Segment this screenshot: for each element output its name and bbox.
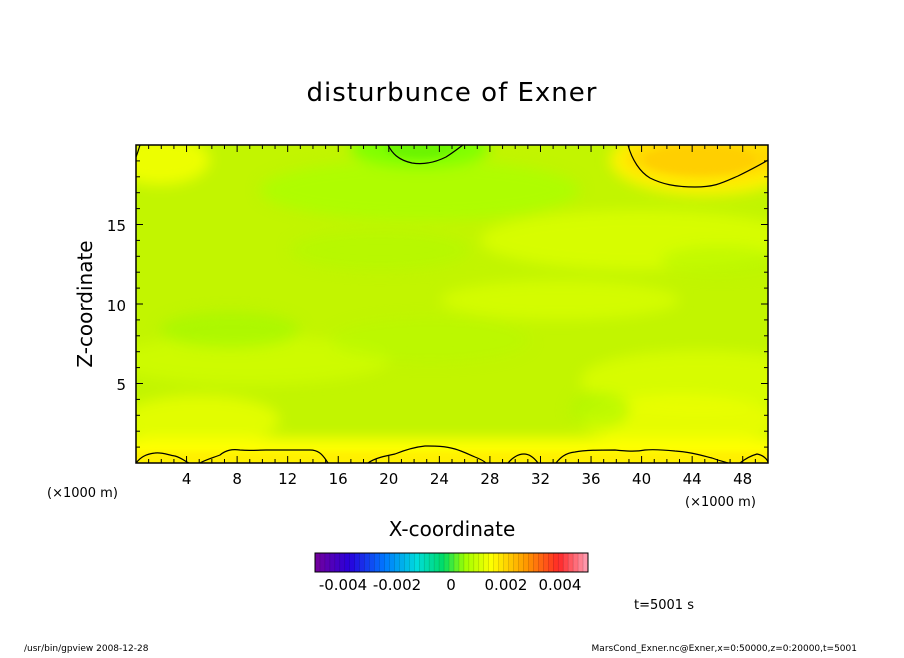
colorbar-swatch <box>558 553 564 572</box>
y-tick-label: 15 <box>107 217 126 235</box>
x-tick-label: 4 <box>182 470 192 488</box>
colorbar-swatch <box>483 553 490 572</box>
contour-top-right <box>627 145 768 188</box>
x-tick-label: 24 <box>430 470 449 488</box>
colorbar-swatch <box>488 553 494 572</box>
x-tick-label: 12 <box>278 470 297 488</box>
x-tick-label: 44 <box>683 470 702 488</box>
colorbar-swatch <box>513 553 519 572</box>
colorbar-swatch <box>409 553 415 572</box>
x-tick-label: 40 <box>632 470 651 488</box>
colorbar-swatch <box>508 553 514 572</box>
colorbar-swatch <box>359 553 365 572</box>
colorbar-swatch <box>389 553 395 572</box>
colorbar-swatch <box>449 553 455 572</box>
colorbar-swatch <box>444 553 450 572</box>
x-unit-label: (×1000 m) <box>685 495 756 510</box>
footer-right: MarsCond_Exner.nc@Exner,x=0:50000,z=0:20… <box>592 644 857 654</box>
x-axis-label: X-coordinate <box>389 517 516 541</box>
footer-left: /usr/bin/gpview 2008-12-28 <box>24 644 149 654</box>
colorbar-swatch <box>439 553 445 572</box>
contour-bottom <box>136 445 768 463</box>
colorbar-swatch <box>473 553 480 572</box>
colorbar-swatch <box>468 553 475 572</box>
x-tick-label: 20 <box>379 470 398 488</box>
colorbar-tick-label: -0.002 <box>373 576 421 594</box>
y-axis-label: Z-coordinate <box>73 240 97 367</box>
colorbar-swatch <box>538 553 544 572</box>
colorbar-swatch <box>553 553 559 572</box>
colorbar-swatch <box>429 553 435 572</box>
colorbar-swatch <box>339 553 346 572</box>
colorbar-swatch <box>503 553 509 572</box>
x-tick-label: 36 <box>581 470 600 488</box>
colorbar-swatch <box>543 553 549 572</box>
colorbar-swatch <box>315 553 321 572</box>
colorbar-swatch <box>404 553 410 572</box>
colorbar-swatch <box>379 553 385 572</box>
colorbar-swatch <box>568 553 574 572</box>
time-label: t=5001 s <box>634 598 694 613</box>
y-tick-labels: 5 10 15 <box>107 217 126 394</box>
x-tick-label: 28 <box>480 470 499 488</box>
x-tick-labels: 4 8 12 16 20 24 28 32 36 40 44 48 <box>182 470 752 488</box>
colorbar-tick-label: 0.004 <box>539 576 582 594</box>
colorbar-swatch <box>414 553 420 572</box>
colorbar-swatch <box>324 553 331 572</box>
colorbar-swatch <box>493 553 499 572</box>
colorbar-swatch <box>349 553 356 572</box>
x-tick-label: 16 <box>329 470 348 488</box>
y-axis <box>136 160 768 448</box>
colorbar-frame <box>314 552 589 573</box>
y-unit-label: (×1000 m) <box>47 486 118 501</box>
x-axis <box>148 145 756 463</box>
colorbar-swatch <box>394 553 400 572</box>
colorbar: -0.004 -0.002 0 0.002 0.004 <box>314 552 589 594</box>
colorbar-swatch <box>329 553 336 572</box>
y-tick-label: 10 <box>107 297 126 315</box>
colorbar-swatch <box>364 553 370 572</box>
colorbar-swatch <box>369 553 375 572</box>
chart-title: disturbunce of Exner <box>307 78 598 108</box>
colorbar-swatch <box>548 553 554 572</box>
y-tick-label: 5 <box>116 376 126 394</box>
colorbar-swatch <box>528 553 534 572</box>
colorbar-swatch <box>334 553 341 572</box>
colorbar-swatch <box>354 553 360 572</box>
colorbar-swatch <box>533 553 539 572</box>
contour-top-center <box>387 145 464 165</box>
colorbar-swatch <box>434 553 440 572</box>
colorbar-swatch <box>453 553 460 572</box>
x-tick-label: 32 <box>531 470 550 488</box>
colorbar-swatch <box>583 553 589 572</box>
colorbar-tick-label: 0 <box>446 576 456 594</box>
colorbar-swatch <box>384 553 390 572</box>
colorbar-swatch <box>319 553 326 572</box>
x-tick-label: 48 <box>733 470 752 488</box>
x-tick-label: 8 <box>232 470 242 488</box>
colorbar-swatch <box>399 553 405 572</box>
colorbar-swatch <box>578 553 584 572</box>
colorbar-swatch <box>458 553 465 572</box>
colorbar-swatch <box>498 553 504 572</box>
colorbar-swatch <box>419 553 425 572</box>
heatmap-field <box>136 145 768 463</box>
colorbar-tick-label: -0.004 <box>319 576 367 594</box>
colorbar-swatch <box>424 553 430 572</box>
colorbar-swatch <box>344 553 351 572</box>
colorbar-swatch <box>518 553 524 572</box>
colorbar-swatch <box>463 553 470 572</box>
colorbar-tick-label: 0.002 <box>485 576 528 594</box>
colorbar-swatch <box>523 553 529 572</box>
colorbar-swatch <box>573 553 579 572</box>
colorbar-swatch <box>374 553 380 572</box>
colorbar-swatch <box>563 553 569 572</box>
colorbar-swatch <box>478 553 485 572</box>
